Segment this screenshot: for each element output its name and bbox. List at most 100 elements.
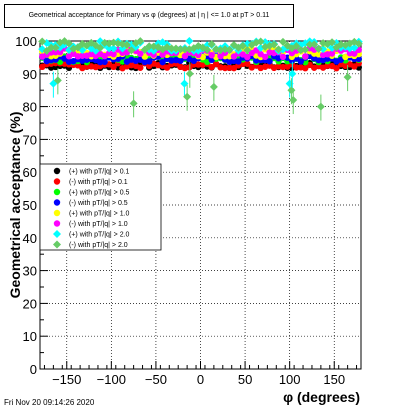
data-point [145,42,154,51]
y-tick-label: 30 [23,264,37,279]
data-point [278,37,287,46]
legend-label: (-) with pT/|q| > 1.0 [69,221,128,228]
data-point [105,44,114,53]
data-point [333,64,340,72]
data-point [287,86,296,95]
data-point [53,178,61,185]
y-tick-label: 0 [30,362,37,377]
legend-entry: (-) with pT/|q| > 0.5 [53,199,128,207]
data-point [244,53,251,61]
data-point [212,60,220,68]
data-point [343,73,352,82]
legend-label: (+) with pT/|q| > 0.1 [69,169,130,176]
data-point [328,38,337,47]
data-point [328,50,336,57]
grid-lines [40,40,361,370]
legend-label: (+) with pT/|q| > 0.5 [69,190,130,197]
x-tick-label: −150 [52,372,81,387]
data-point [79,52,86,59]
data-point [302,53,309,60]
legend-entry: (-) with pT/|q| > 0.1 [53,178,128,186]
legend-entry: (-) with pT/|q| > 2.0 [53,240,128,249]
data-point [53,76,62,85]
data-point [270,40,279,49]
outlier-point [289,88,298,115]
data-point [288,69,297,78]
data-point [177,57,184,64]
data-point [180,79,189,88]
outlier-point [49,71,58,98]
data-point [261,53,269,61]
data-point [53,220,61,227]
data-point [316,102,325,111]
legend-box [39,163,162,251]
data-point [56,49,64,56]
x-tick-label: 150 [323,372,345,387]
data-point [301,45,310,54]
data-point [225,45,234,54]
data-point [314,44,323,53]
data-point [101,58,108,66]
data-point [195,51,202,59]
data-point [53,230,61,238]
data-point [53,209,61,217]
data-point [149,46,158,55]
legend-label: (-) with pT/|q| > 2.0 [69,242,128,249]
outlier-point [180,71,189,98]
outlier-point [185,61,194,88]
data-point [274,45,283,54]
data-point [208,63,215,71]
data-point [53,167,61,175]
data-point [297,58,305,65]
data-point [127,46,136,55]
data-point [150,51,157,58]
x-tick-label: 0 [197,372,204,387]
data-point [52,48,59,56]
data-point [181,52,189,60]
data-point [159,58,166,66]
data-point [289,96,298,105]
data-point [137,50,144,57]
data-point [315,56,322,64]
timestamp-footer: Fri Nov 20 09:14:26 2020 [4,398,95,407]
data-point [293,64,300,71]
data-point [38,37,47,46]
x-tick-label: −50 [145,372,167,387]
data-point [310,40,319,49]
data-point [185,69,194,78]
data-point [351,50,358,57]
data-point [64,39,73,48]
data-point [203,45,212,54]
outlier-point [209,74,218,101]
data-point [235,58,242,65]
legend-entry: (+) with pT/|q| > 1.0 [53,209,130,218]
outlier-point [129,91,138,118]
data-point [53,188,61,196]
outlier-point [288,61,297,88]
data-point [53,199,61,206]
legend-label: (-) with pT/|q| > 0.1 [69,179,128,186]
data-point [110,51,117,58]
legend-entry: (-) with pT/|q| > 1.0 [53,220,128,228]
data-point [217,52,224,60]
data-point [208,52,215,59]
data-point [167,44,176,53]
data-point [137,64,144,71]
data-point [53,240,61,249]
x-tick-label: 50 [238,372,252,387]
data-point [180,45,189,54]
y-tick-label: 50 [23,198,37,213]
legend: (+) with pT/|q| > 0.1 (-) with pT/|q| > 0… [39,163,162,251]
x-tick-label: −100 [97,372,126,387]
y-tick-label: 60 [23,165,37,180]
axis-ticks: −150 −100 −50 0 50 100 150 0 10 20 30 40 50 60 70 80 90 1… [15,34,358,387]
outlier-point [343,65,352,92]
legend-label: (+) with pT/|q| > 1.0 [69,211,130,218]
data-point [351,63,358,70]
data-points [38,37,363,121]
x-tick-label: 100 [279,372,301,387]
data-point [185,37,194,46]
data-point [163,64,171,71]
x-axis-label: φ (degrees) [283,389,360,405]
